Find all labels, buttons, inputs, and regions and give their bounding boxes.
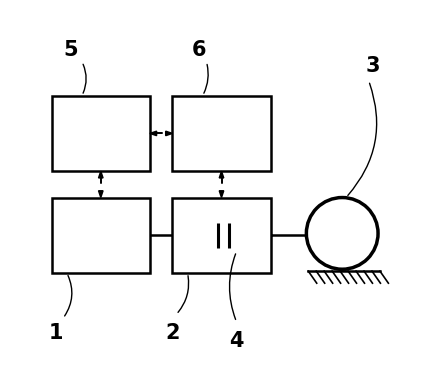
Text: 5: 5 bbox=[63, 40, 78, 60]
Text: 3: 3 bbox=[365, 55, 380, 76]
Bar bbox=[172, 96, 271, 171]
Polygon shape bbox=[98, 191, 103, 198]
Text: 6: 6 bbox=[192, 40, 206, 60]
Polygon shape bbox=[166, 131, 172, 136]
Polygon shape bbox=[98, 171, 103, 178]
Bar bbox=[52, 198, 150, 273]
Polygon shape bbox=[219, 171, 224, 178]
Polygon shape bbox=[219, 191, 224, 198]
Polygon shape bbox=[150, 131, 157, 136]
Bar bbox=[52, 96, 150, 171]
Text: 1: 1 bbox=[48, 323, 63, 344]
Bar bbox=[172, 198, 271, 273]
Text: 4: 4 bbox=[229, 331, 244, 351]
Circle shape bbox=[307, 198, 378, 269]
Text: 2: 2 bbox=[165, 323, 180, 344]
